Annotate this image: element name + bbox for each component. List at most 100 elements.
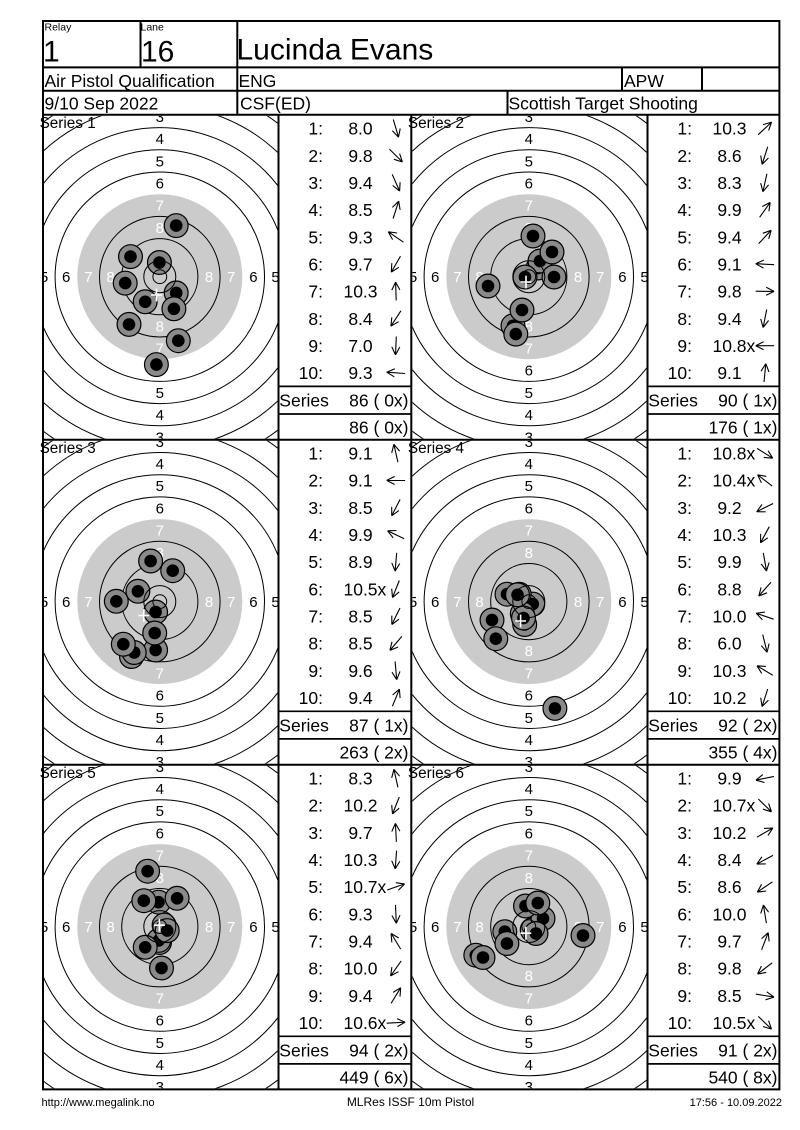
svg-text:Series 4: Series 4 — [408, 440, 465, 457]
svg-text:3: 3 — [156, 759, 164, 776]
svg-text:Series: Series — [279, 715, 329, 735]
svg-text:10.3: 10.3 — [343, 850, 377, 870]
svg-text:540 ( 8x): 540 ( 8x) — [708, 1067, 777, 1087]
svg-text:5:: 5: — [308, 227, 323, 247]
svg-text:3:: 3: — [308, 498, 323, 518]
svg-text:3:: 3: — [677, 173, 692, 193]
svg-text:9.8: 9.8 — [717, 959, 741, 979]
svg-text:8: 8 — [574, 594, 582, 611]
svg-text:3: 3 — [156, 754, 164, 771]
svg-text:2:: 2: — [677, 146, 692, 166]
svg-text:4:: 4: — [308, 200, 323, 220]
svg-text:6: 6 — [525, 688, 533, 705]
svg-text:5: 5 — [271, 919, 279, 936]
svg-text:9:: 9: — [308, 336, 323, 356]
svg-text:5: 5 — [525, 710, 533, 727]
svg-text:9.9: 9.9 — [717, 552, 741, 572]
svg-text:9.1: 9.1 — [717, 363, 741, 383]
svg-text:8:: 8: — [308, 309, 323, 329]
svg-text:Air Pistol Qualification: Air Pistol Qualification — [45, 71, 215, 91]
svg-text:3:: 3: — [308, 173, 323, 193]
svg-text:8: 8 — [156, 870, 164, 887]
svg-text:Series 5: Series 5 — [40, 765, 96, 782]
svg-text:5: 5 — [640, 594, 648, 611]
svg-text:10:: 10: — [668, 363, 692, 383]
svg-text:10.8x: 10.8x — [712, 336, 755, 356]
svg-text:8.5: 8.5 — [348, 498, 372, 518]
svg-text:9.4: 9.4 — [348, 932, 373, 952]
svg-text:Relay: Relay — [45, 22, 73, 34]
svg-text:8: 8 — [106, 919, 114, 936]
svg-text:87 ( 1x): 87 ( 1x) — [349, 715, 408, 735]
svg-text:176 ( 1x): 176 ( 1x) — [708, 418, 777, 438]
svg-text:1:: 1: — [308, 769, 323, 789]
svg-text:7: 7 — [525, 523, 533, 540]
svg-text:3: 3 — [525, 429, 533, 446]
svg-text:9.7: 9.7 — [348, 823, 372, 843]
svg-text:9.4: 9.4 — [348, 688, 373, 708]
svg-text:8.3: 8.3 — [348, 769, 372, 789]
svg-text:9:: 9: — [677, 986, 692, 1006]
svg-text:3:: 3: — [677, 823, 692, 843]
svg-text:10:: 10: — [668, 1013, 692, 1033]
svg-text:9.8: 9.8 — [348, 146, 372, 166]
svg-text:8: 8 — [525, 870, 533, 887]
svg-text:86 ( 0x): 86 ( 0x) — [349, 418, 408, 438]
svg-text:4: 4 — [525, 1057, 533, 1074]
svg-text:4: 4 — [156, 1057, 164, 1074]
svg-text:7: 7 — [227, 919, 235, 936]
svg-text:5: 5 — [409, 919, 417, 936]
svg-text:6:: 6: — [677, 579, 692, 599]
svg-text:8: 8 — [525, 968, 533, 985]
svg-text:5: 5 — [156, 803, 164, 820]
svg-text:2:: 2: — [308, 146, 323, 166]
svg-text:5: 5 — [525, 1035, 533, 1052]
svg-text:3:: 3: — [308, 823, 323, 843]
svg-text:4: 4 — [525, 456, 533, 473]
svg-text:9.4: 9.4 — [348, 173, 373, 193]
svg-text:9.3: 9.3 — [348, 227, 372, 247]
svg-text:8.8: 8.8 — [717, 579, 741, 599]
svg-text:5: 5 — [640, 269, 648, 286]
svg-text:9.4: 9.4 — [717, 309, 742, 329]
svg-text:6: 6 — [249, 594, 257, 611]
svg-text:3: 3 — [525, 109, 533, 126]
svg-text:Series: Series — [648, 391, 698, 411]
svg-text:6: 6 — [156, 688, 164, 705]
svg-text:Series: Series — [279, 1040, 329, 1060]
svg-text:8.3: 8.3 — [717, 173, 741, 193]
svg-text:4: 4 — [525, 732, 533, 749]
svg-text:10.2: 10.2 — [343, 796, 377, 816]
svg-text:4: 4 — [156, 781, 164, 798]
svg-text:9.1: 9.1 — [348, 471, 372, 491]
svg-text:6: 6 — [525, 363, 533, 380]
svg-text:8.5: 8.5 — [348, 634, 372, 654]
svg-text:5: 5 — [156, 478, 164, 495]
svg-text:7:: 7: — [677, 282, 692, 302]
svg-text:6: 6 — [431, 594, 439, 611]
svg-text:8.5: 8.5 — [717, 986, 741, 1006]
svg-text:Series 2: Series 2 — [408, 115, 464, 132]
svg-text:Series 3: Series 3 — [40, 440, 96, 457]
svg-text:1:: 1: — [308, 119, 323, 139]
svg-text:5: 5 — [271, 269, 279, 286]
svg-text:4:: 4: — [677, 525, 692, 545]
svg-text:5: 5 — [409, 594, 417, 611]
svg-text:5:: 5: — [308, 877, 323, 897]
svg-text:8: 8 — [525, 318, 533, 335]
svg-text:9.1: 9.1 — [717, 255, 741, 275]
svg-text:3: 3 — [525, 434, 533, 451]
svg-text:4:: 4: — [308, 850, 323, 870]
svg-text:8: 8 — [106, 269, 114, 286]
svg-text:3:: 3: — [677, 498, 692, 518]
svg-text:7: 7 — [525, 341, 533, 358]
svg-text:3: 3 — [156, 109, 164, 126]
svg-text:9.6: 9.6 — [348, 661, 372, 681]
svg-text:9.9: 9.9 — [717, 769, 741, 789]
svg-text:7.0: 7.0 — [348, 336, 373, 356]
svg-text:10.6x: 10.6x — [343, 1013, 386, 1033]
svg-text:9:: 9: — [308, 661, 323, 681]
svg-text:8:: 8: — [308, 959, 323, 979]
svg-text:8:: 8: — [677, 309, 692, 329]
svg-text:355 ( 4x): 355 ( 4x) — [708, 742, 777, 762]
